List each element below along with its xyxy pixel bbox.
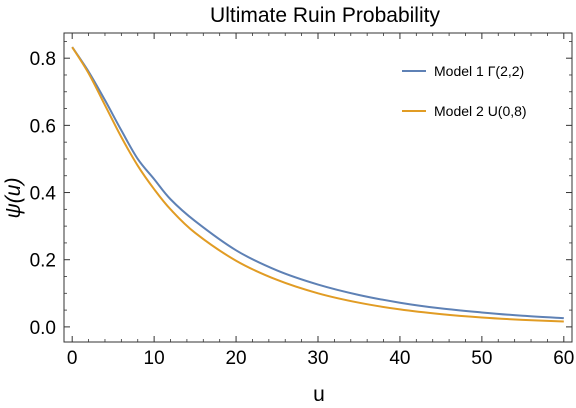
series-line-1 <box>71 46 564 320</box>
y-tick-label: 0.8 <box>30 49 56 70</box>
x-tick-label: 30 <box>307 348 328 369</box>
series-layer <box>71 46 564 323</box>
x-axis-label: u <box>313 383 325 406</box>
legend: Model 1 Γ(2,2) Model 2 U(0,8) <box>402 63 527 119</box>
x-tick-label: 50 <box>471 348 492 369</box>
x-tick-label: 60 <box>553 348 574 369</box>
ticks-layer: 0 10 20 30 40 50 60 0.0 0.2 0.4 0.6 0.8 <box>30 33 574 369</box>
plot-border <box>63 32 573 343</box>
series-line-2 <box>71 46 564 323</box>
x-tick-label: 0 <box>67 348 78 369</box>
legend-label-2: Model 2 U(0,8) <box>434 103 527 119</box>
chart-title: Ultimate Ruin Probability <box>210 4 440 27</box>
x-tick-label: 10 <box>144 348 165 369</box>
legend-label-1: Model 1 Γ(2,2) <box>434 63 524 79</box>
y-tick-label: 0.6 <box>30 116 56 137</box>
x-tick-label: 20 <box>225 348 246 369</box>
y-axis-label: ψ(u) <box>2 178 25 219</box>
y-tick-label: 0.2 <box>30 251 56 272</box>
y-tick-label: 0.0 <box>30 318 56 339</box>
y-tick-label: 0.4 <box>30 184 57 205</box>
plot-frame <box>63 32 573 343</box>
x-tick-label: 40 <box>389 348 410 369</box>
